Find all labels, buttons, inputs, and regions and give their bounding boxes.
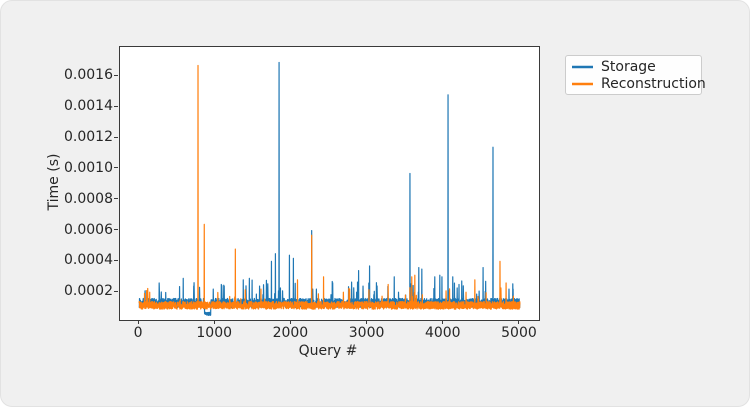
y-tick-mark	[114, 105, 118, 107]
y-tick-label: 0.0012	[64, 129, 113, 145]
reconstruction-line-swatch	[572, 82, 593, 85]
plot-svg	[138, 61, 521, 316]
x-tick-mark	[289, 320, 291, 324]
x-tick-mark	[137, 320, 139, 324]
y-tick-mark	[114, 74, 118, 76]
x-tick-label: 5000	[501, 325, 537, 341]
y-tick-label: 0.0016	[64, 67, 113, 84]
legend-label-storage: Storage	[601, 58, 656, 75]
x-tick-mark	[518, 320, 520, 324]
y-tick-label: 0.0014	[64, 98, 113, 115]
storage-line-swatch	[572, 65, 593, 68]
y-tick-mark	[114, 259, 118, 261]
x-tick-mark	[442, 320, 444, 324]
x-tick-label: 2000	[272, 325, 309, 341]
y-tick-mark	[114, 290, 118, 292]
x-tick-label: 4000	[424, 325, 461, 341]
y-tick-mark	[114, 198, 118, 200]
legend-item-storage: Storage	[572, 59, 695, 75]
legend: Storage Reconstruction	[565, 55, 706, 95]
x-tick-mark	[366, 320, 368, 324]
x-tick-mark	[213, 320, 215, 324]
legend-label-reconstruction: Reconstruction	[601, 75, 706, 92]
x-axis-label: Query #	[298, 343, 358, 359]
y-tick-label: 0.0006	[64, 221, 113, 238]
x-tick-label: 3000	[348, 325, 385, 341]
y-tick-mark	[114, 167, 118, 169]
y-tick-label: 0.0002	[64, 283, 113, 300]
y-tick-mark	[114, 136, 118, 138]
series-line-reconstruction	[138, 64, 521, 310]
legend-item-reconstruction: Reconstruction	[572, 76, 706, 92]
y-tick-label: 0.0008	[64, 190, 113, 207]
x-tick-label: 1000	[196, 325, 233, 341]
plot-area	[119, 46, 540, 321]
x-tick-label: 0	[133, 325, 143, 341]
y-tick-label: 0.0010	[64, 159, 113, 176]
series-line-storage	[138, 61, 521, 316]
y-tick-mark	[114, 229, 118, 231]
y-tick-label: 0.0004	[64, 252, 113, 269]
